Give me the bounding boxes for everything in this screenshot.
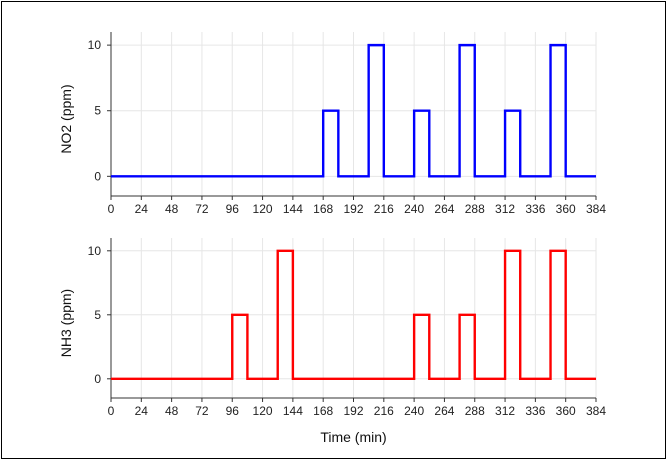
x-tick-label: 168: [313, 202, 333, 216]
x-tick-label: 264: [434, 404, 454, 418]
x-tick-label: 336: [525, 202, 545, 216]
x-tick-label: 0: [108, 404, 115, 418]
x-tick-label: 72: [195, 202, 209, 216]
y-tick-label: 0: [94, 372, 101, 386]
chart-panel-2: 0 24 48 72 96 120 144 168 192 216 240 264 288 312 336 3…: [58, 238, 606, 445]
series-line-2-1: [111, 249, 596, 380]
x-tick-label: 312: [495, 404, 515, 418]
x-tick-label: 240: [404, 404, 424, 418]
y-tick-label: 10: [88, 244, 102, 258]
x-tick-label: 144: [283, 404, 303, 418]
x-tick-label: 192: [343, 404, 363, 418]
x-tick-label: 216: [374, 202, 394, 216]
x-tick-label: 264: [434, 202, 454, 216]
x-tick-label: 0: [108, 202, 115, 216]
x-tick-label: 48: [165, 404, 179, 418]
y-tick-label: 5: [94, 308, 101, 322]
x-tick-label: 96: [226, 404, 240, 418]
x-axis-title: Time (min): [320, 429, 386, 445]
x-tick-label: 168: [313, 404, 333, 418]
x-tick-label: 384: [586, 404, 606, 418]
x-tick-label: 192: [343, 202, 363, 216]
x-tick-label: 240: [404, 202, 424, 216]
x-tick-label: 120: [253, 202, 273, 216]
x-tick-label: 360: [556, 202, 576, 216]
x-tick-label: 96: [226, 202, 240, 216]
series-line-1-1: [111, 43, 596, 178]
x-tick-label: 24: [135, 202, 149, 216]
x-tick-label: 288: [465, 202, 485, 216]
x-tick-label: 216: [374, 404, 394, 418]
x-tick-label: 120: [253, 404, 273, 418]
y-axis-title: NH3 (ppm): [58, 289, 74, 357]
chart-panel-1: 0 24 48 72 96 120 144 168 192 216 240 264 288 312 336 3…: [58, 32, 606, 216]
x-tick-label: 312: [495, 202, 515, 216]
x-tick-label: 48: [165, 202, 179, 216]
x-tick-label: 336: [525, 404, 545, 418]
y-tick-label: 10: [88, 38, 102, 52]
x-tick-label: 288: [465, 404, 485, 418]
x-tick-label: 360: [556, 404, 576, 418]
x-tick-label: 24: [135, 404, 149, 418]
x-tick-label: 72: [195, 404, 209, 418]
x-tick-label: 384: [586, 202, 606, 216]
x-tick-label: 144: [283, 202, 303, 216]
y-tick-label: 5: [94, 104, 101, 118]
y-tick-label: 0: [94, 169, 101, 183]
y-axis-title: NO2 (ppm): [58, 84, 74, 153]
